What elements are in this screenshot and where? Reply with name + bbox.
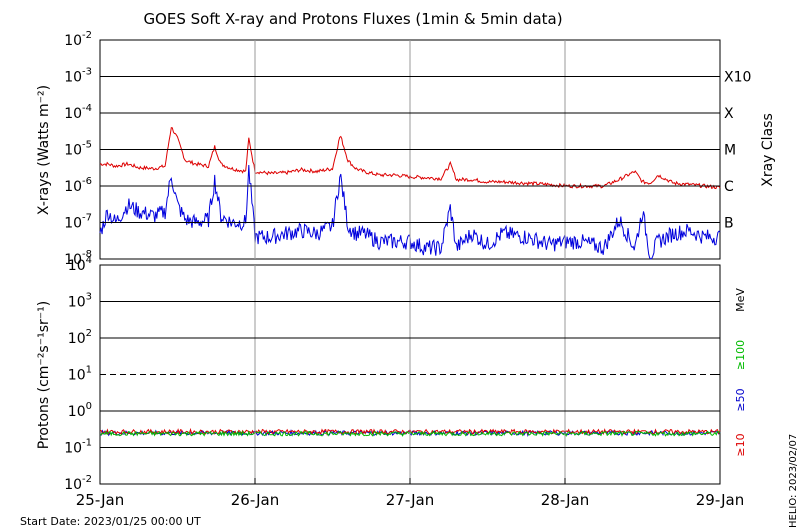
xray-y-tick-label: 10-3: [64, 67, 92, 86]
proton-y-axis-label: Protons (cm⁻²s⁻¹sr⁻¹): [36, 301, 52, 450]
xray-y-tick-label: 10-8: [64, 249, 92, 268]
x-tick-label: 29-Jan: [696, 491, 744, 509]
start-date-label: Start Date: 2023/01/25 00:00 UT: [20, 515, 201, 528]
xray-class-label: B: [724, 216, 734, 232]
xray-y-tick-label: 10-4: [64, 103, 92, 122]
proton-y-tick-label: 101: [68, 365, 92, 384]
proton-energy-label: MeV: [734, 288, 747, 312]
xray-y-tick-label: 10-6: [64, 176, 92, 195]
proton-y-tick-label: 10-2: [64, 474, 92, 493]
helio-date-label: HELIO: 2023/02/07: [788, 434, 799, 528]
x-tick-label: 25-Jan: [76, 491, 124, 509]
proton-y-tick-label: 104: [68, 255, 92, 274]
xray-class-axis-label: Xray Class: [760, 113, 776, 187]
xray-y-tick-label: 10-5: [64, 140, 92, 159]
proton-y-tick-label: 103: [68, 292, 92, 311]
xray-y-tick-label: 10-7: [64, 213, 92, 232]
proton-energy-label: ≥50: [734, 388, 747, 411]
xray-class-label: X: [724, 106, 734, 122]
x-tick-label: 28-Jan: [541, 491, 589, 509]
proton-y-tick-label: 102: [68, 328, 92, 347]
xray-y-axis-label: X-rays (Watts m⁻²): [36, 85, 52, 215]
proton-energy-label: ≥100: [734, 340, 747, 370]
xray-y-tick-label: 10-2: [64, 30, 92, 49]
proton-y-tick-label: 10-1: [64, 438, 92, 457]
xray-class-label: X10: [724, 70, 751, 86]
xray-class-label: C: [724, 179, 734, 195]
xray-class-label: M: [724, 143, 736, 159]
proton-energy-label: ≥10: [734, 433, 747, 456]
proton-y-tick-label: 100: [68, 401, 92, 420]
chart-title: GOES Soft X-ray and Protons Fluxes (1min…: [143, 10, 562, 28]
x-tick-label: 27-Jan: [386, 491, 434, 509]
x-tick-label: 26-Jan: [231, 491, 279, 509]
